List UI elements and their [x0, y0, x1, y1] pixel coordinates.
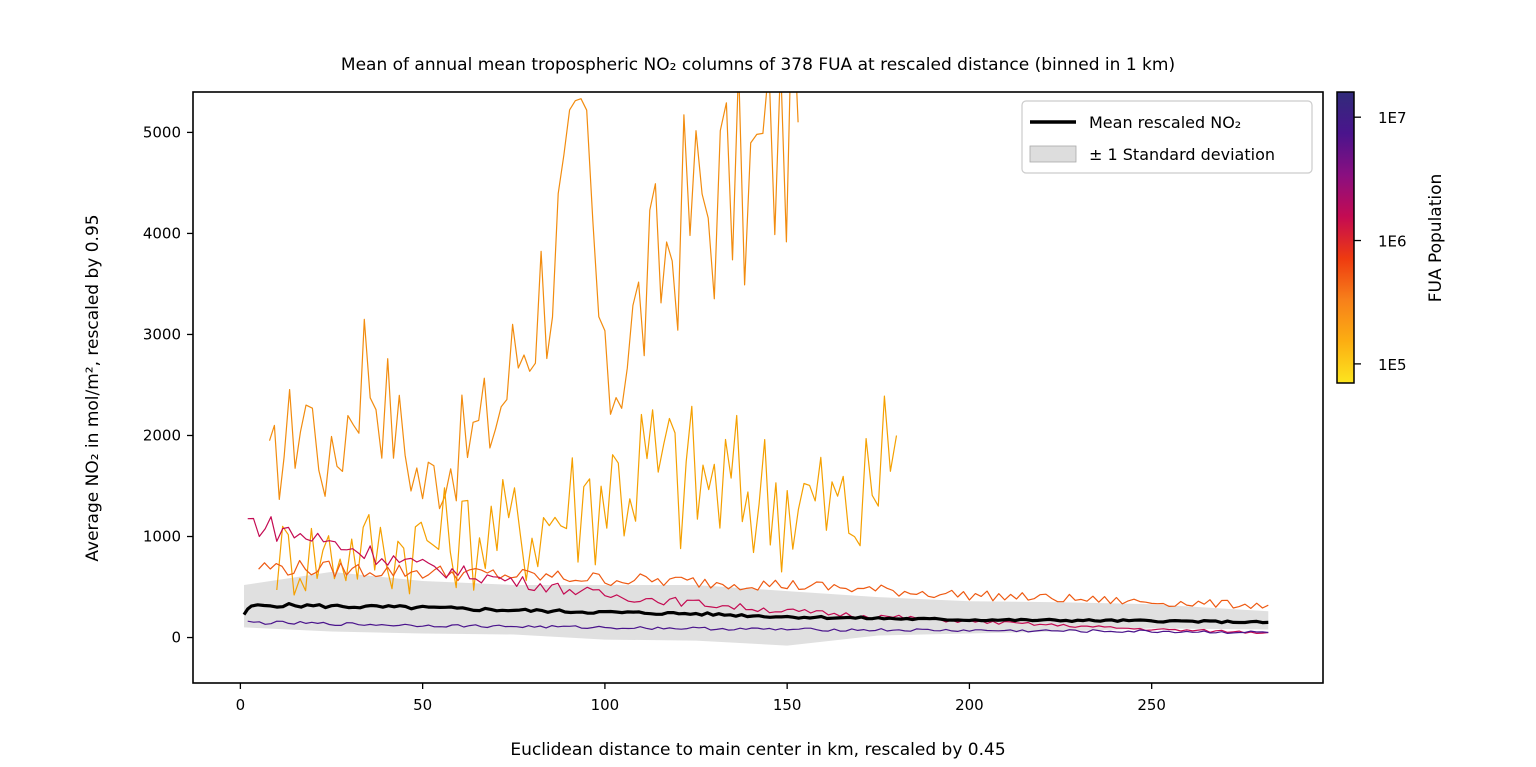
- fua-lines-layer: [247, 92, 1269, 634]
- x-tick-label: 0: [236, 696, 246, 714]
- colorbar-tick-label: 1E7: [1378, 109, 1407, 127]
- x-tick-label: 100: [591, 696, 620, 714]
- plot-background: [193, 92, 1323, 683]
- std-band: [244, 571, 1269, 646]
- colorbar-gradient: [1336, 91, 1355, 384]
- x-axis-title: Euclidean distance to main center in km,…: [510, 740, 1005, 760]
- fua-line: [247, 620, 1269, 634]
- y-tick-label: 5000: [143, 123, 181, 141]
- y-tick-label: 1000: [143, 528, 181, 546]
- legend-std-swatch: [1029, 145, 1077, 163]
- fua-line: [276, 395, 898, 596]
- colorbar-label: FUA Population: [1426, 174, 1446, 303]
- legend-box: [1021, 100, 1313, 174]
- colorbar: 1E5 1E6 1E7 FUA Population: [1336, 91, 1446, 384]
- y-tick-label: 0: [171, 629, 181, 647]
- plot-frame: [192, 91, 1324, 684]
- fua-line: [247, 516, 1269, 634]
- y-axis: 0 1000 2000 3000 4000 5000: [143, 123, 193, 647]
- x-axis: 0 50 100 150 200 250: [236, 683, 1166, 714]
- y-tick-label: 3000: [143, 325, 181, 343]
- chart-title: Mean of annual mean tropospheric NO₂ col…: [341, 55, 1175, 75]
- legend-mean-label: Mean rescaled NO₂: [1089, 113, 1241, 132]
- mean-line-layer: [242, 602, 1269, 625]
- y-axis-title: Average NO₂ in mol/m², rescaled by 0.95: [83, 214, 103, 561]
- fua-line: [268, 92, 799, 510]
- colorbar-tick-label: 1E5: [1378, 356, 1407, 374]
- mean-line: [242, 602, 1269, 625]
- x-tick-label: 50: [413, 696, 432, 714]
- legend-std-label: ± 1 Standard deviation: [1089, 145, 1275, 164]
- x-tick-label: 200: [955, 696, 984, 714]
- legend: Mean rescaled NO₂ ± 1 Standard deviation: [1021, 100, 1313, 174]
- colorbar-ticks: 1E5 1E6 1E7: [1354, 109, 1407, 374]
- x-tick-label: 250: [1137, 696, 1166, 714]
- fua-line: [258, 559, 1269, 609]
- colorbar-tick-label: 1E6: [1378, 233, 1407, 251]
- x-tick-label: 150: [773, 696, 802, 714]
- std-band-layer: [244, 571, 1269, 646]
- y-tick-label: 4000: [143, 224, 181, 242]
- y-tick-label: 2000: [143, 426, 181, 444]
